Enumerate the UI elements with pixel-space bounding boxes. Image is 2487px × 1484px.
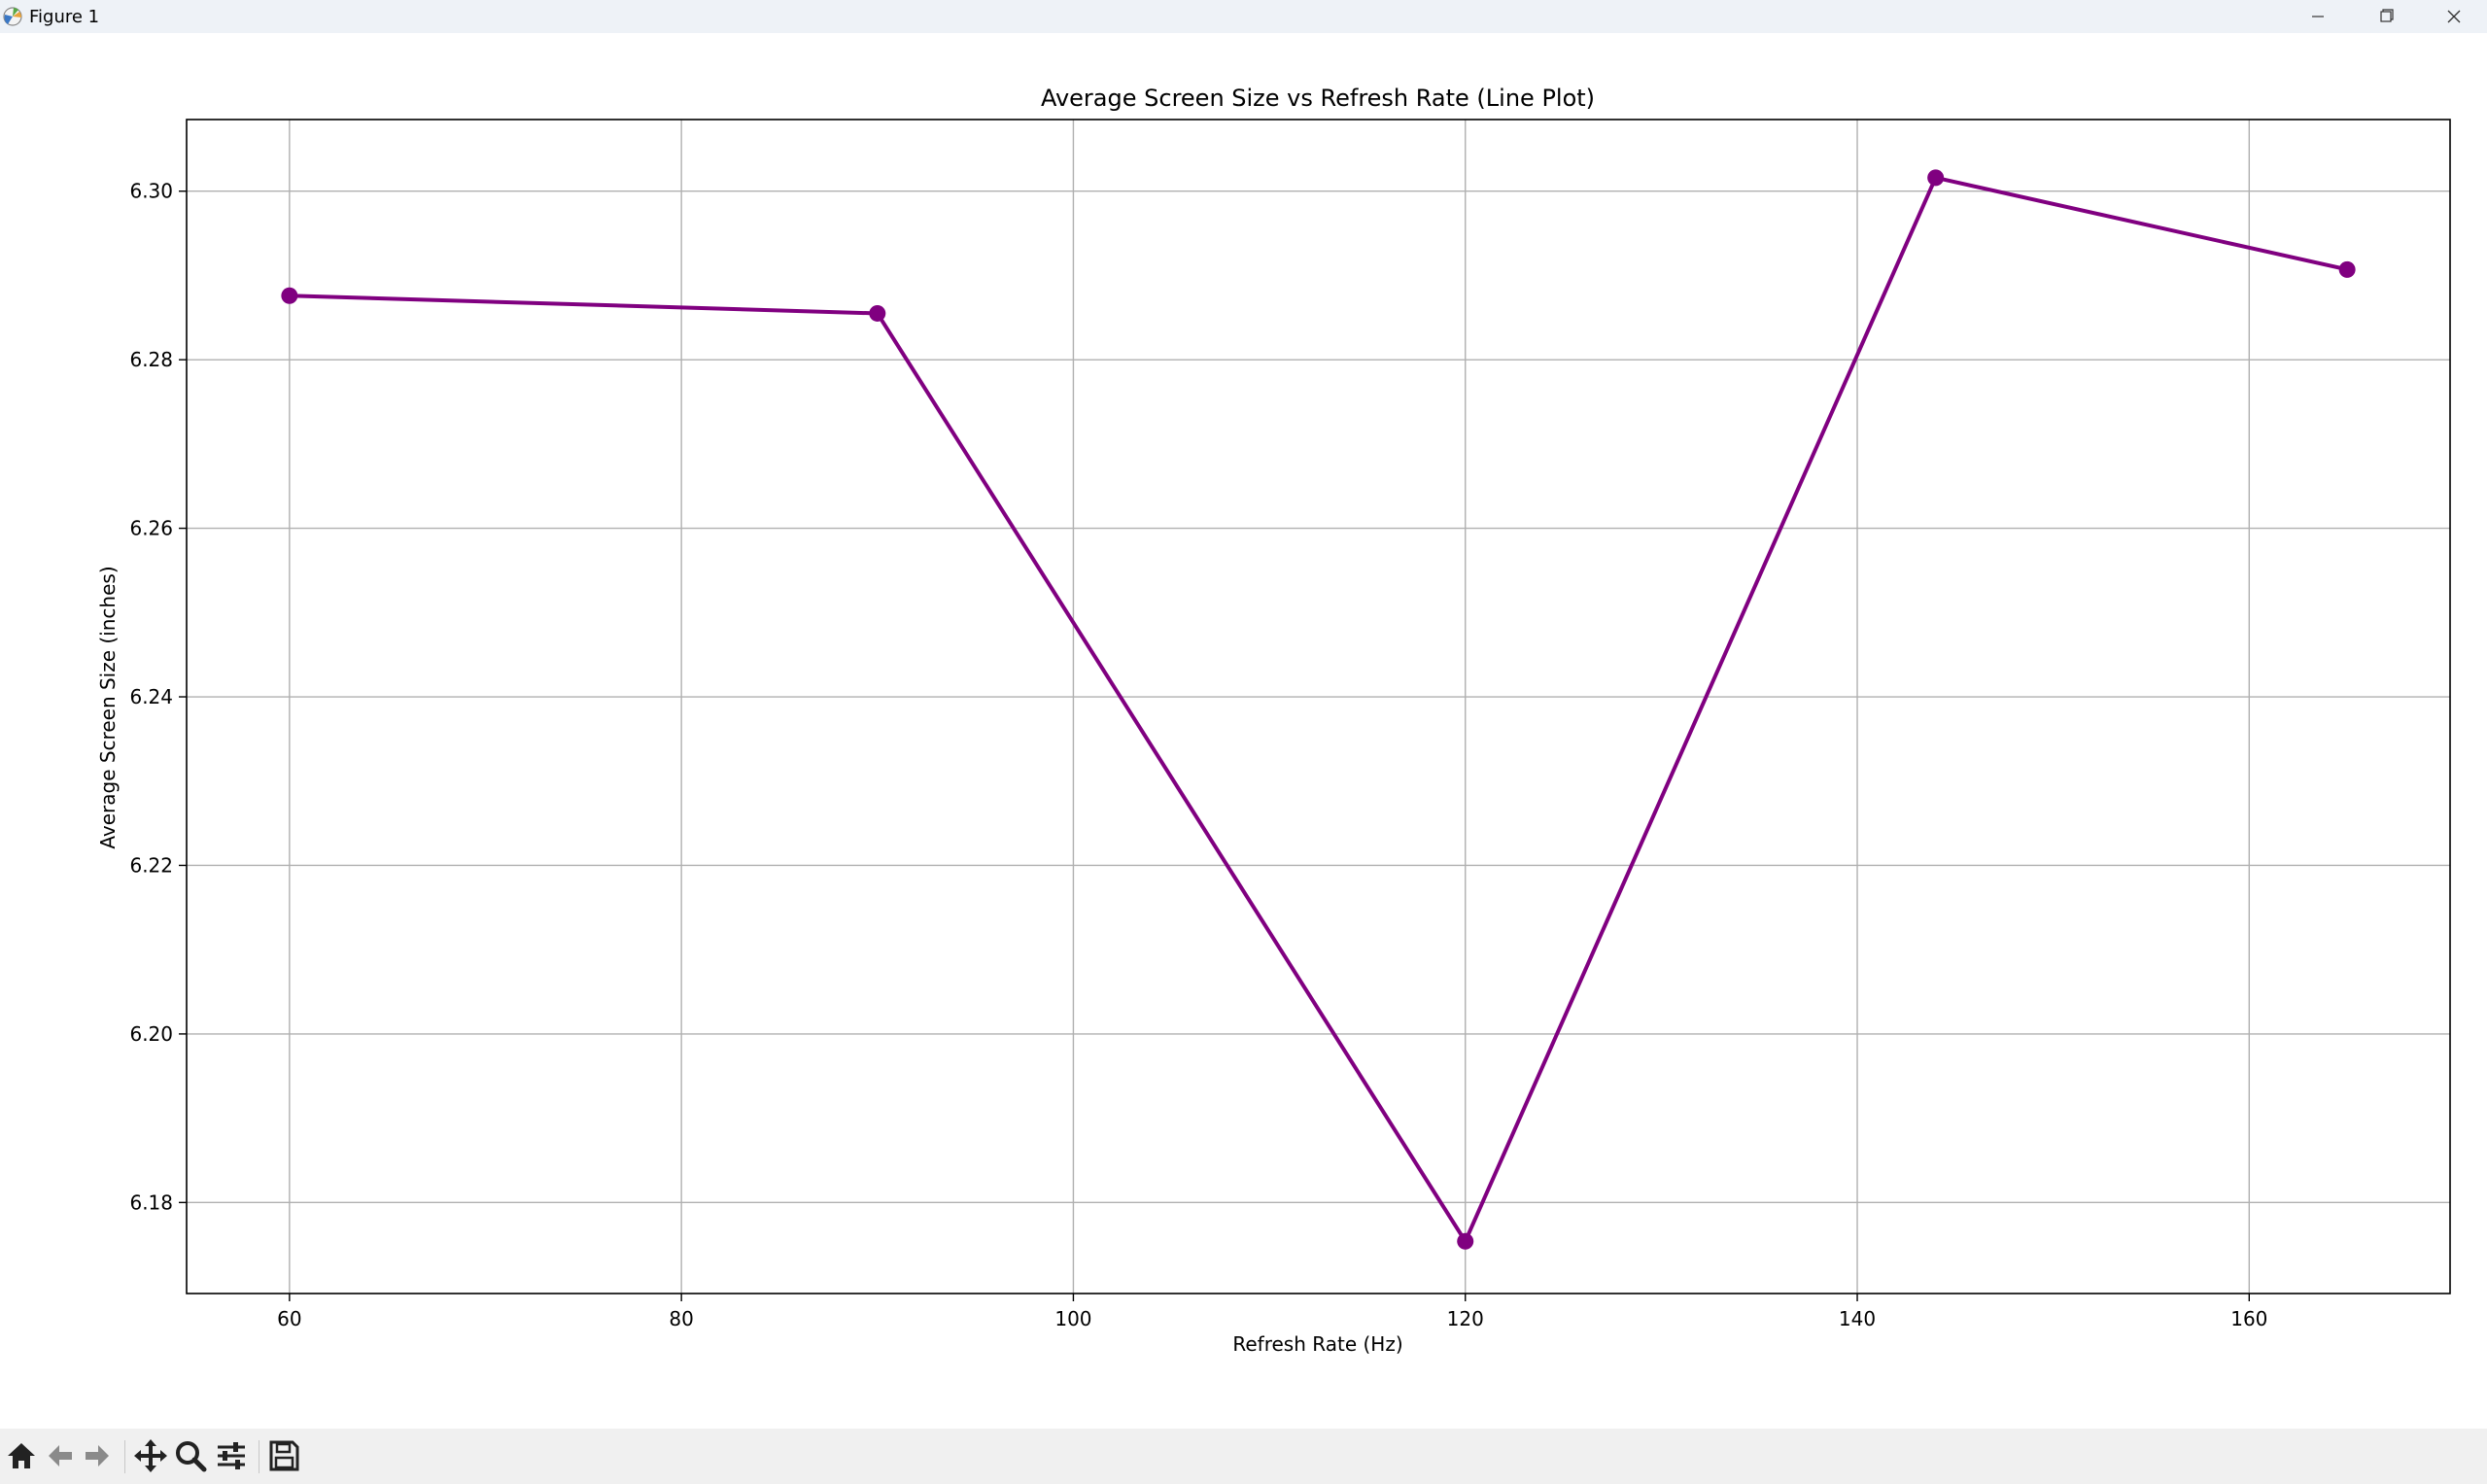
data-point [281, 287, 298, 304]
zoom-icon[interactable] [171, 1436, 210, 1475]
x-tick-label: 100 [1054, 1307, 1091, 1330]
window-title: Figure 1 [29, 7, 100, 27]
save-icon[interactable] [264, 1436, 303, 1475]
x-axis-label: Refresh Rate (Hz) [1232, 1332, 1402, 1356]
configure-subplots-icon[interactable] [212, 1436, 251, 1475]
y-axis-label: Average Screen Size (inches) [96, 566, 120, 848]
x-tick-label: 80 [669, 1307, 693, 1330]
y-tick-label: 6.24 [129, 685, 173, 708]
y-tick-label: 6.18 [129, 1191, 173, 1214]
app-icon [3, 7, 22, 26]
navigation-toolbar [0, 1429, 2487, 1484]
restore-button[interactable] [2352, 0, 2420, 33]
y-axis-ticks: 6.18 6.20 6.22 6.24 6.26 6.28 6.30 [129, 180, 187, 1214]
chart-title: Average Screen Size vs Refresh Rate (Lin… [1041, 85, 1595, 112]
y-tick-label: 6.20 [129, 1022, 173, 1046]
x-axis-ticks: 60 80 100 120 140 160 [277, 1294, 2267, 1330]
window-titlebar: Figure 1 [0, 0, 2487, 33]
axes-frame [186, 119, 2451, 1294]
pan-icon[interactable] [131, 1436, 170, 1475]
data-point [869, 304, 886, 322]
y-tick-label: 6.26 [129, 517, 173, 540]
forward-arrow-icon[interactable] [78, 1436, 117, 1475]
y-tick-label: 6.30 [129, 180, 173, 203]
data-point [1457, 1232, 1474, 1250]
figure-canvas[interactable]: 60 80 100 120 140 160 6.18 6.20 6.22 6.24 6.26 6.2… [0, 33, 2487, 1429]
x-tick-label: 160 [2230, 1307, 2267, 1330]
home-icon[interactable] [2, 1436, 41, 1475]
y-tick-label: 6.22 [129, 853, 173, 877]
line-chart: 60 80 100 120 140 160 6.18 6.20 6.22 6.24 6.26 6.2… [96, 85, 2451, 1356]
close-button[interactable] [2420, 0, 2487, 33]
series-line [289, 175, 2348, 1244]
data-point [2338, 260, 2356, 278]
minimize-button[interactable] [2284, 0, 2352, 33]
data-series [281, 169, 2356, 1250]
grid-lines [187, 120, 2450, 1294]
toolbar-separator [124, 1440, 125, 1473]
x-tick-label: 120 [1447, 1307, 1484, 1330]
data-point [1927, 169, 1945, 187]
y-tick-label: 6.28 [129, 348, 173, 371]
x-tick-label: 60 [277, 1307, 301, 1330]
x-tick-label: 140 [1839, 1307, 1876, 1330]
back-arrow-icon[interactable] [41, 1436, 80, 1475]
